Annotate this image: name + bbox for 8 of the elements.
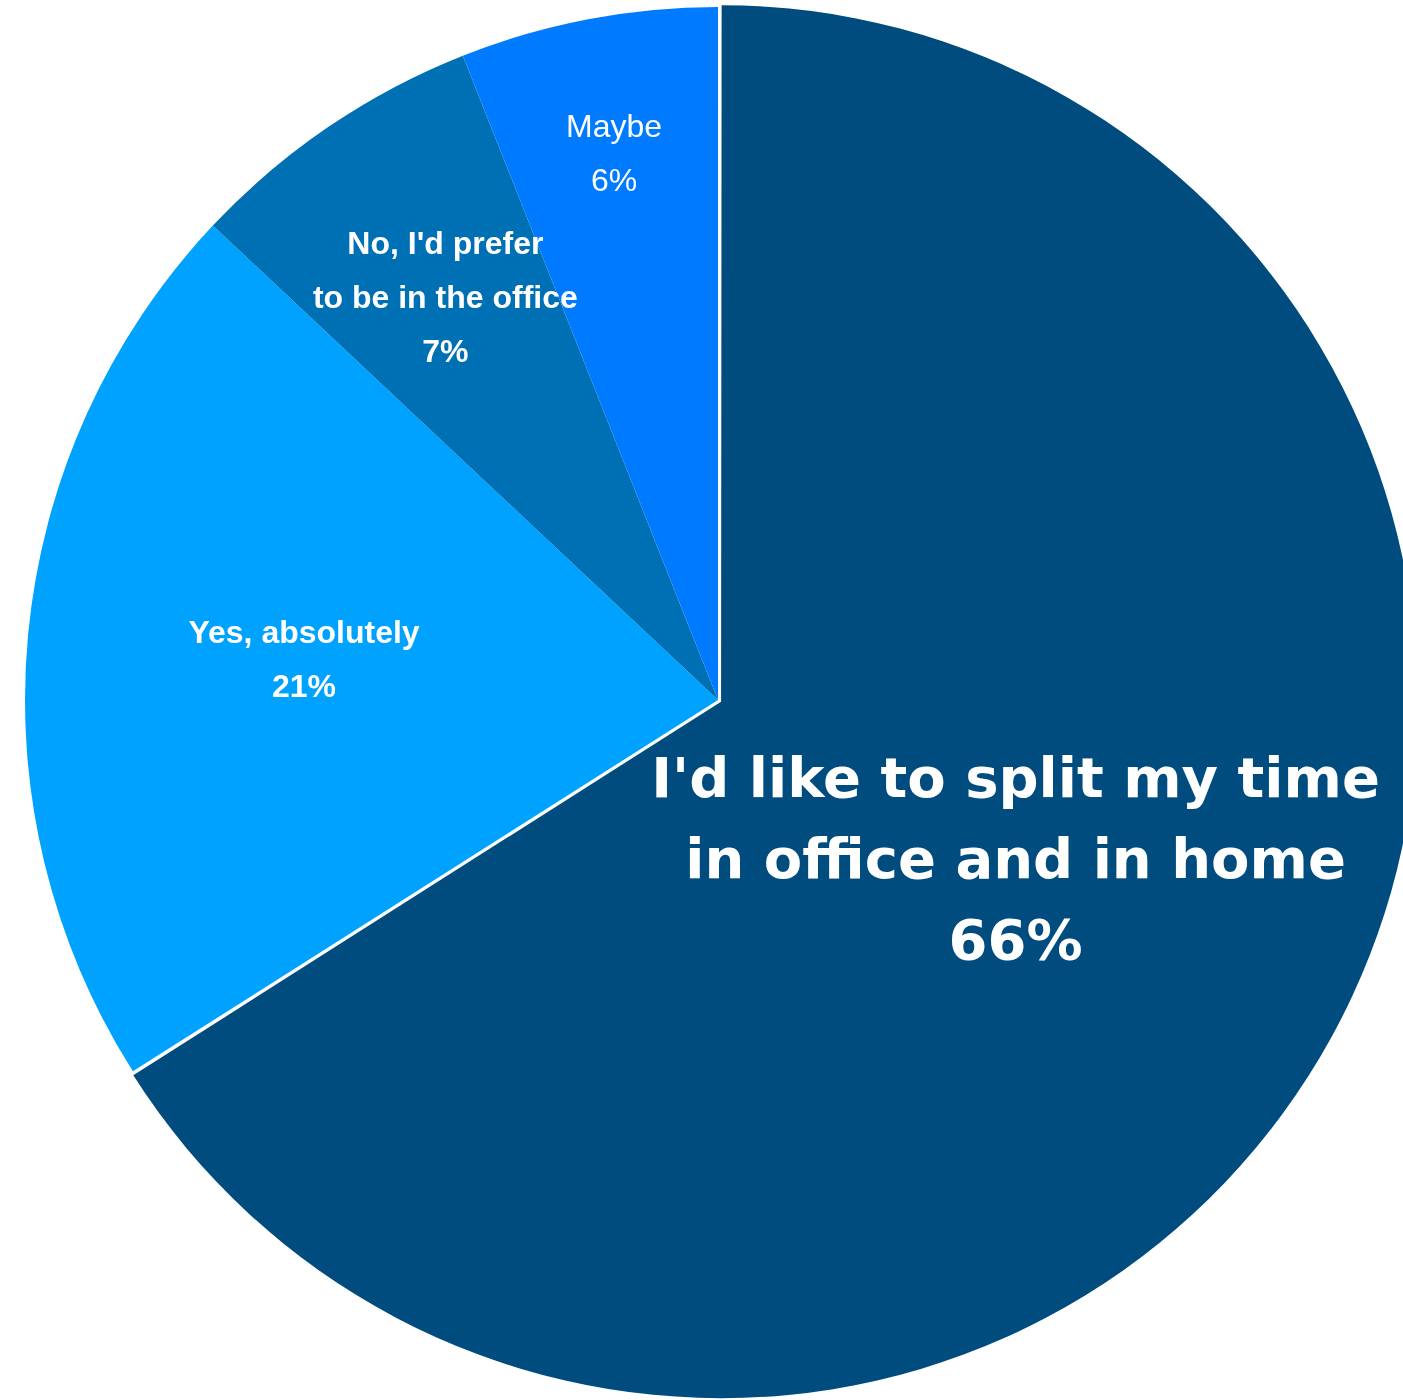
data-label: 7% bbox=[422, 332, 469, 369]
slice-label: Maybe bbox=[566, 108, 663, 145]
data-label: 6% bbox=[590, 162, 638, 199]
data-label: 21% bbox=[272, 667, 337, 704]
slice-label: I'd like to split my time in office and in home bbox=[651, 744, 1380, 892]
data-label: 66% bbox=[948, 907, 1083, 973]
slice-label: Yes, absolutely bbox=[188, 613, 420, 650]
slice-label: No, I'd prefer to be in the office bbox=[312, 224, 578, 315]
